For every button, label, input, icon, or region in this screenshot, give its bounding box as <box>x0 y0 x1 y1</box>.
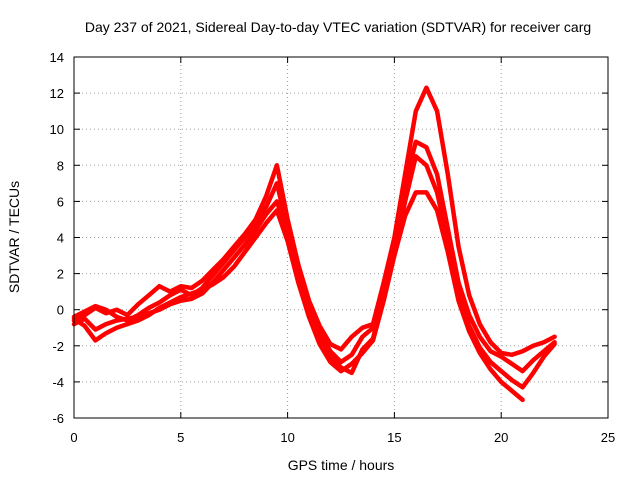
x-axis-label: GPS time / hours <box>288 457 395 473</box>
x-tick-label: 10 <box>280 430 294 445</box>
axis-ticks: 0 5 10 15 20 25 -6 -4 -2 0 2 4 6 8 10 12 14 <box>50 50 616 445</box>
series-line-day-3 <box>71 154 557 390</box>
y-axis-label: SDTVAR / TECUs <box>6 181 22 293</box>
y-tick-label: -2 <box>52 339 64 354</box>
y-tick-label: 6 <box>57 194 64 209</box>
y-tick-label: 0 <box>57 303 64 318</box>
series-line-day-4 <box>71 190 525 403</box>
data-series <box>71 85 557 403</box>
y-tick-label: 2 <box>57 267 64 282</box>
y-tick-label: 4 <box>57 231 64 246</box>
x-tick-label: 25 <box>601 430 615 445</box>
x-tick-label: 15 <box>387 430 401 445</box>
x-tick-label: 20 <box>494 430 508 445</box>
y-tick-label: -4 <box>52 375 64 390</box>
x-tick-label: 5 <box>177 430 184 445</box>
chart-title: Day 237 of 2021, Sidereal Day-to-day VTE… <box>85 19 591 35</box>
y-tick-label: -6 <box>52 411 64 426</box>
y-tick-label: 10 <box>50 122 64 137</box>
y-tick-label: 12 <box>50 86 64 101</box>
series-line-day-2 <box>71 139 557 374</box>
x-tick-label: 0 <box>70 430 77 445</box>
y-tick-label: 14 <box>50 50 64 65</box>
y-tick-label: 8 <box>57 158 64 173</box>
